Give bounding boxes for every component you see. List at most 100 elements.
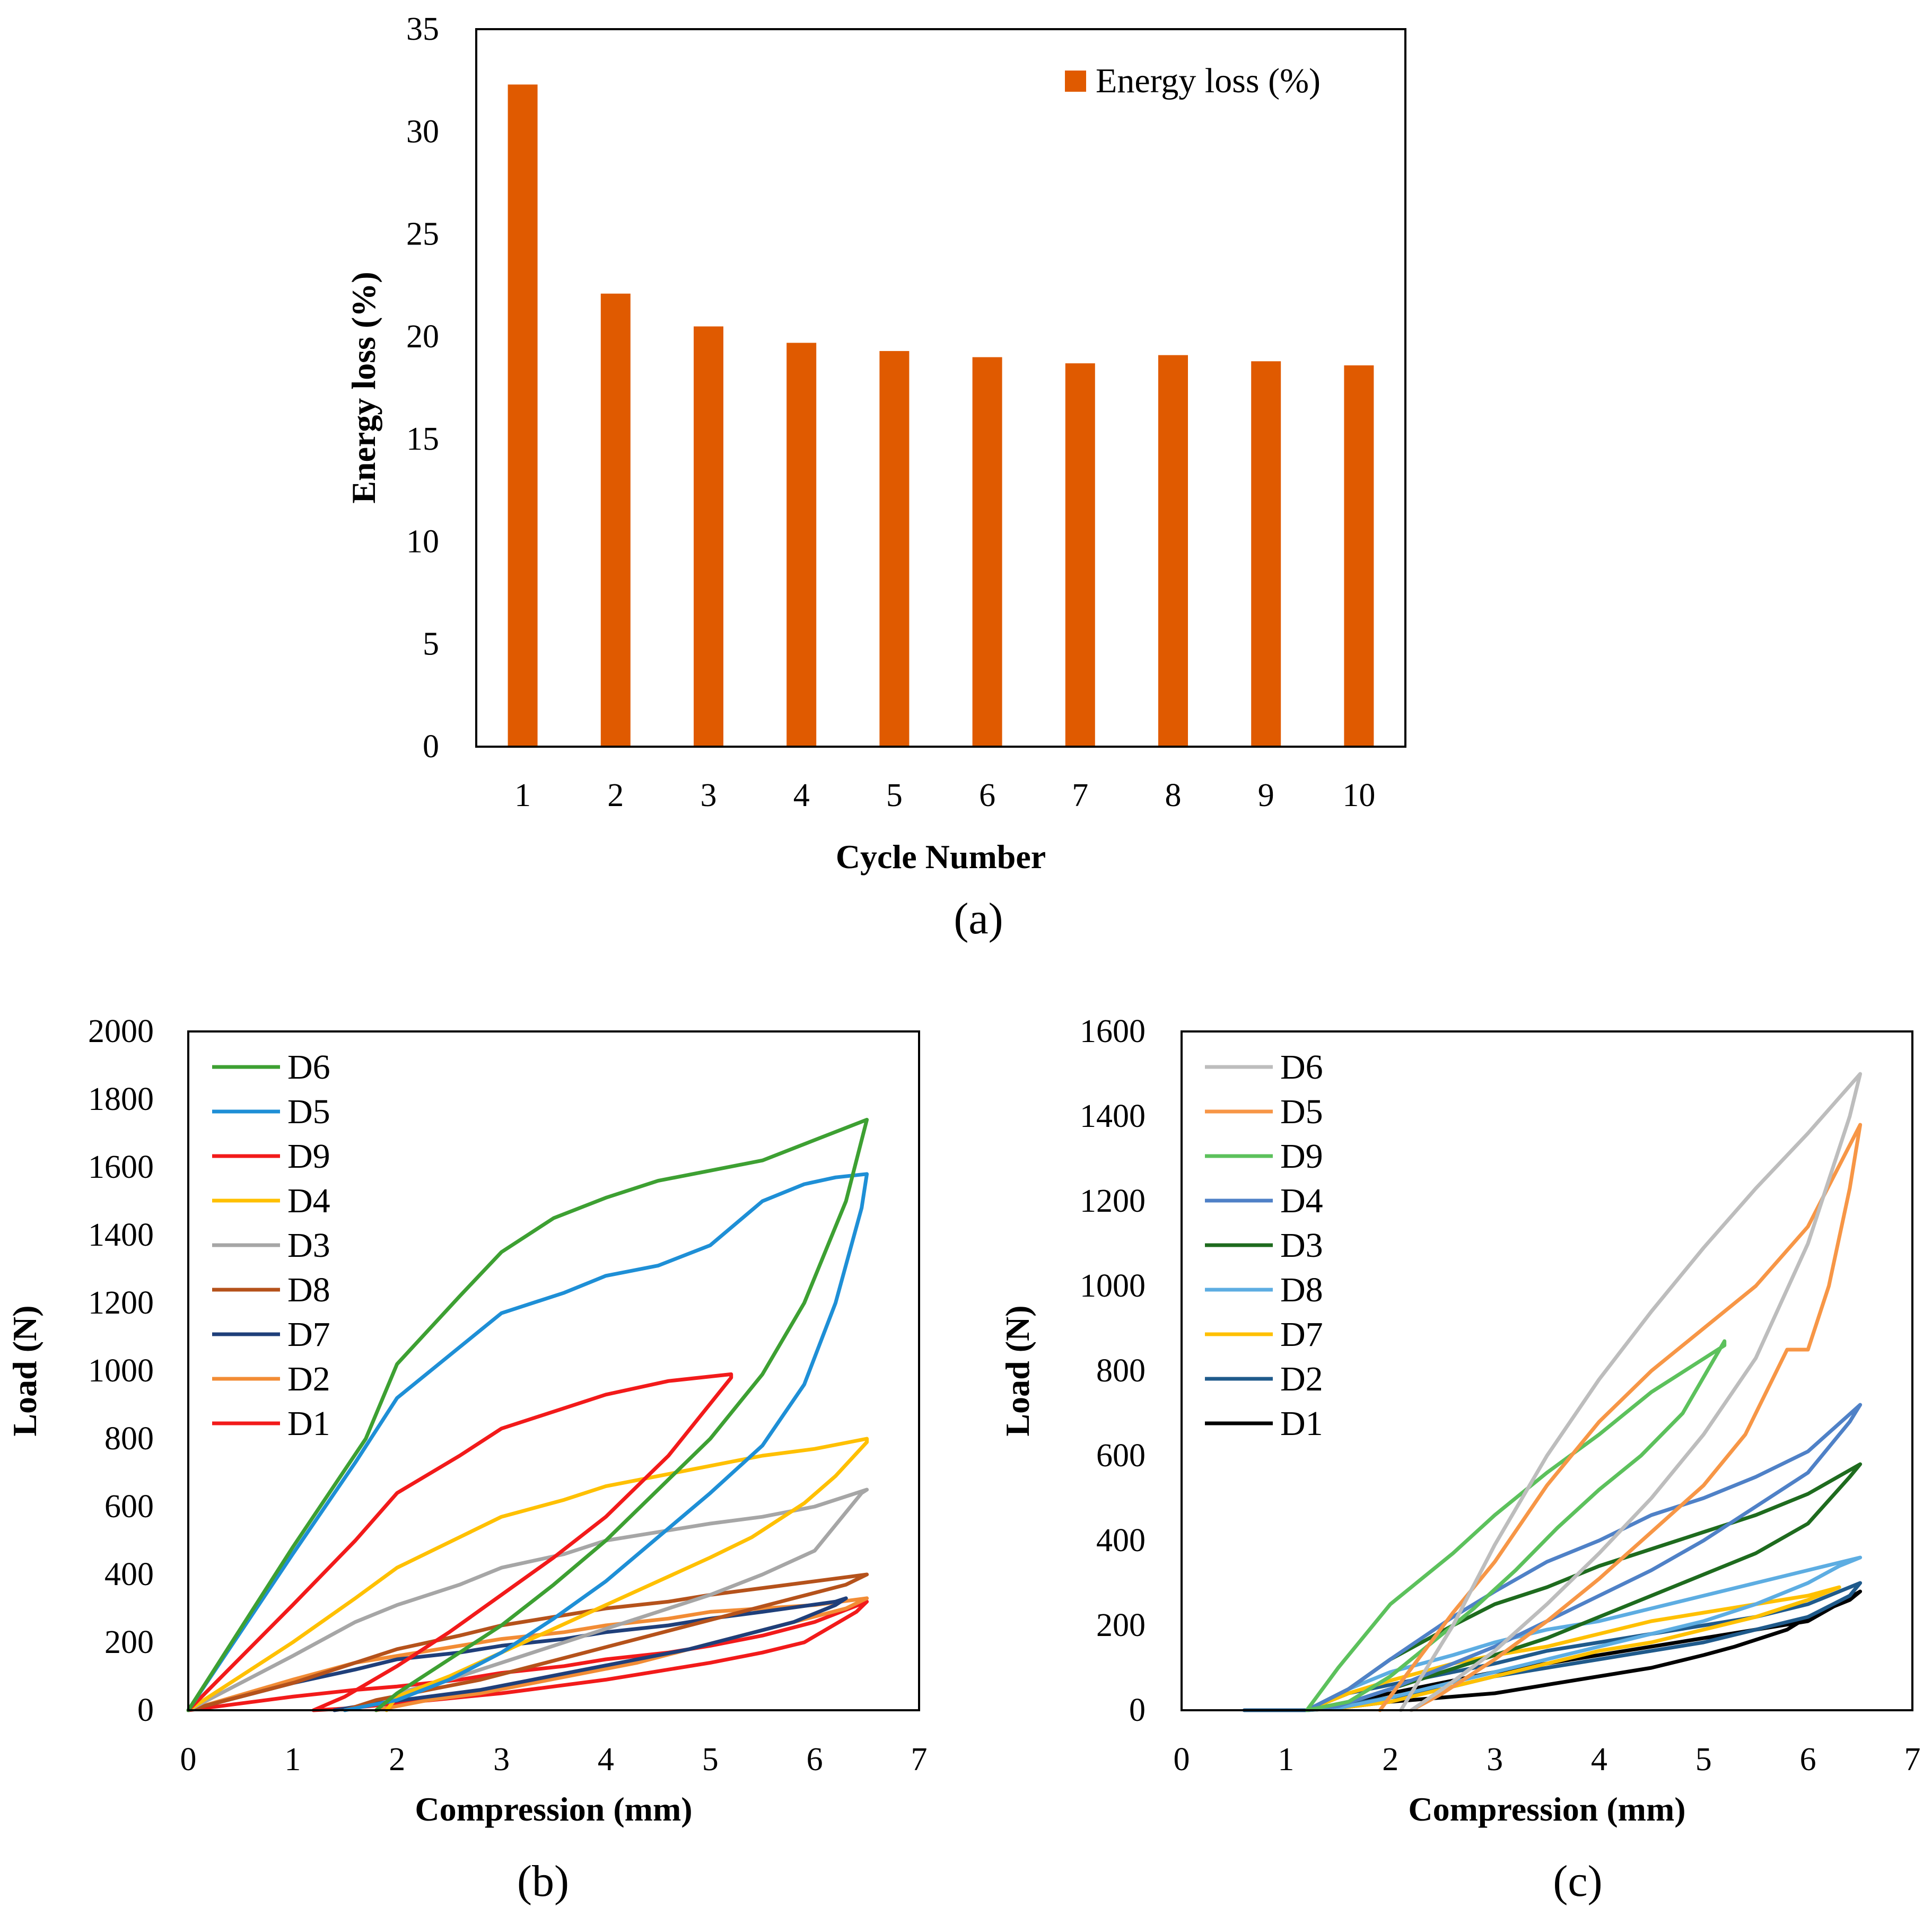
series-line-d7 — [186, 1596, 848, 1712]
y-tick-label: 0 — [137, 1692, 154, 1728]
panel-label: (b) — [517, 1857, 569, 1906]
x-tick-label: 4 — [793, 777, 810, 813]
series-line-d4 — [186, 1437, 869, 1712]
series-line-d6 — [1398, 1072, 1863, 1712]
y-axis-title: Load (N) — [6, 1305, 43, 1436]
bar-cycle-2 — [600, 293, 631, 747]
legend-label-d1: D1 — [287, 1404, 330, 1443]
y-axis-title: Load (N) — [999, 1305, 1036, 1436]
panel-b-line-chart: 0 200 400 600 800 1000 1200 1400 1600 1800 2000 0 1 2… — [6, 1013, 928, 1906]
y-tick-label: 200 — [104, 1624, 154, 1660]
y-tick-label: 400 — [1096, 1523, 1146, 1559]
x-tick-label: 3 — [701, 777, 717, 813]
x-tick-label: 2 — [607, 777, 624, 813]
legend-label-d7: D7 — [1280, 1315, 1323, 1354]
series-line-d9 — [186, 1372, 733, 1712]
legend-label-d4: D4 — [1280, 1182, 1323, 1220]
bar-cycle-5 — [879, 351, 910, 747]
series-line-d5 — [1378, 1123, 1863, 1712]
y-tick-label: 400 — [104, 1556, 154, 1593]
y-tick-label: 1200 — [1080, 1183, 1146, 1219]
x-tick-label: 6 — [1800, 1742, 1816, 1778]
legend-label-d5: D5 — [1280, 1092, 1323, 1131]
bar-cycle-3 — [694, 326, 723, 747]
y-tick-label: 600 — [104, 1489, 154, 1525]
series-line-d8 — [186, 1572, 869, 1712]
y-tick-label: 0 — [1129, 1692, 1146, 1728]
y-tick-label: 800 — [104, 1421, 154, 1457]
y-tick-label: 5 — [423, 626, 439, 662]
series-line-d6 — [186, 1117, 869, 1712]
legend-label: Energy loss (%) — [1096, 62, 1321, 100]
x-tick-label: 4 — [598, 1742, 614, 1778]
legend-label-d4: D4 — [287, 1182, 330, 1220]
legend-label-d7: D7 — [287, 1315, 330, 1354]
x-tick-label: 1 — [284, 1742, 301, 1778]
bar-cycle-4 — [786, 343, 817, 747]
x-tick-label: 5 — [886, 777, 903, 813]
x-tick-label: 0 — [180, 1742, 197, 1778]
panel-label: (c) — [1553, 1857, 1602, 1906]
legend-label-d3: D3 — [1280, 1226, 1323, 1265]
y-tick-label: 15 — [406, 421, 439, 457]
bar-cycle-9 — [1251, 361, 1281, 747]
bar-cycle-10 — [1344, 365, 1374, 747]
y-tick-label: 1000 — [1080, 1268, 1146, 1304]
series-line-d1 — [186, 1599, 869, 1712]
x-axis-title: Cycle Number — [836, 838, 1046, 876]
x-tick-label: 4 — [1591, 1742, 1607, 1778]
x-tick-label: 5 — [702, 1742, 719, 1778]
x-tick-label: 2 — [389, 1742, 405, 1778]
legend-label-d1: D1 — [1280, 1404, 1323, 1443]
legend-label-d5: D5 — [287, 1092, 330, 1131]
bar-cycle-8 — [1158, 355, 1188, 747]
y-tick-label: 0 — [423, 729, 439, 765]
legend-label-d8: D8 — [287, 1271, 330, 1309]
x-tick-label: 6 — [807, 1742, 823, 1778]
legend-label-d2: D2 — [287, 1360, 330, 1398]
y-tick-label: 30 — [406, 113, 439, 150]
x-tick-label: 0 — [1174, 1742, 1190, 1778]
series-line-d3 — [186, 1488, 869, 1712]
x-tick-label: 1 — [514, 777, 531, 813]
y-tick-label: 200 — [1096, 1607, 1146, 1643]
y-tick-label: 1800 — [88, 1081, 154, 1117]
y-tick-label: 1000 — [88, 1353, 154, 1389]
x-tick-label: 10 — [1342, 777, 1375, 813]
y-tick-label: 10 — [406, 523, 439, 559]
legend-swatch — [1065, 71, 1086, 92]
x-tick-label: 9 — [1258, 777, 1274, 813]
y-tick-label: 2000 — [88, 1013, 154, 1049]
y-axis-title: Energy loss (%) — [345, 272, 382, 503]
x-tick-label: 1 — [1278, 1742, 1294, 1778]
bar-cycle-6 — [972, 357, 1002, 747]
series-line-d8 — [1305, 1555, 1863, 1712]
y-tick-label: 1400 — [88, 1217, 154, 1253]
y-tick-label: 20 — [406, 319, 439, 355]
bar-cycle-1 — [508, 84, 538, 747]
y-tick-label: 800 — [1096, 1353, 1146, 1389]
legend-label-d6: D6 — [1280, 1048, 1323, 1087]
legend-label-d3: D3 — [287, 1226, 330, 1265]
plot-frame — [187, 1030, 920, 1711]
x-tick-label: 7 — [1072, 777, 1088, 813]
x-tick-label: 3 — [493, 1742, 510, 1778]
legend-label-d8: D8 — [1280, 1271, 1323, 1309]
x-tick-label: 6 — [979, 777, 995, 813]
x-tick-label: 5 — [1695, 1742, 1712, 1778]
plot-frame — [1181, 1030, 1913, 1711]
y-tick-label: 25 — [406, 216, 439, 252]
y-tick-label: 1600 — [1080, 1013, 1146, 1049]
legend-label-d6: D6 — [287, 1048, 330, 1087]
x-tick-label: 8 — [1165, 777, 1182, 813]
legend-label-d2: D2 — [1280, 1360, 1323, 1398]
bar-cycle-7 — [1065, 363, 1095, 747]
x-tick-label: 3 — [1487, 1742, 1503, 1778]
x-axis-title: Compression (mm) — [1408, 1790, 1685, 1828]
legend-label-d9: D9 — [1280, 1137, 1323, 1176]
panel-label: (a) — [954, 894, 1003, 943]
y-tick-label: 1200 — [88, 1285, 154, 1321]
y-tick-label: 1600 — [88, 1149, 154, 1185]
x-axis-title: Compression (mm) — [415, 1790, 692, 1828]
